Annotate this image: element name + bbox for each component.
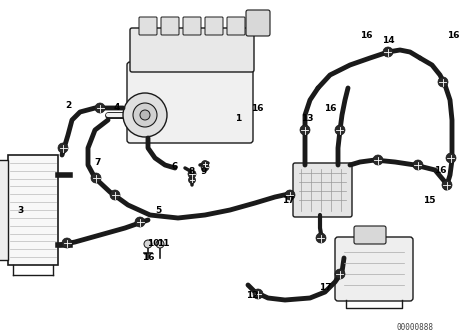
Circle shape <box>62 238 72 248</box>
Circle shape <box>285 190 295 200</box>
Text: 16: 16 <box>142 254 154 263</box>
FancyBboxPatch shape <box>335 237 413 301</box>
Text: 2: 2 <box>65 100 71 110</box>
Circle shape <box>123 93 167 137</box>
Text: 16: 16 <box>360 30 372 40</box>
FancyBboxPatch shape <box>161 17 179 35</box>
Text: 16: 16 <box>251 104 263 113</box>
Text: 15: 15 <box>423 196 435 204</box>
FancyBboxPatch shape <box>293 163 352 217</box>
Circle shape <box>133 103 157 127</box>
Circle shape <box>300 125 310 135</box>
Text: 5: 5 <box>155 205 161 214</box>
Text: 17: 17 <box>319 283 331 292</box>
FancyBboxPatch shape <box>183 17 201 35</box>
Text: 12: 12 <box>246 290 258 299</box>
Circle shape <box>383 47 393 57</box>
Circle shape <box>335 125 345 135</box>
Circle shape <box>156 240 164 248</box>
Text: 10: 10 <box>147 239 159 248</box>
FancyBboxPatch shape <box>354 226 386 244</box>
Text: 11: 11 <box>157 239 169 248</box>
Text: 1: 1 <box>235 114 241 123</box>
Circle shape <box>253 289 263 299</box>
Text: 16: 16 <box>447 30 459 40</box>
Circle shape <box>438 77 448 87</box>
FancyBboxPatch shape <box>246 10 270 36</box>
Circle shape <box>413 160 423 170</box>
Text: 17: 17 <box>282 196 294 204</box>
Circle shape <box>95 103 105 113</box>
Text: 3: 3 <box>17 205 23 214</box>
Circle shape <box>201 163 209 171</box>
Circle shape <box>373 155 383 165</box>
Circle shape <box>316 233 326 243</box>
FancyBboxPatch shape <box>127 62 253 143</box>
Text: 14: 14 <box>382 36 394 45</box>
Circle shape <box>144 240 152 248</box>
Circle shape <box>91 173 101 183</box>
FancyBboxPatch shape <box>205 17 223 35</box>
Circle shape <box>135 217 145 227</box>
Circle shape <box>201 160 209 168</box>
Circle shape <box>442 180 452 190</box>
Text: 7: 7 <box>95 157 101 166</box>
Text: 13: 13 <box>301 114 313 123</box>
Circle shape <box>446 153 456 163</box>
Circle shape <box>140 110 150 120</box>
Circle shape <box>110 190 120 200</box>
Text: 16: 16 <box>324 104 336 113</box>
Text: 9: 9 <box>201 166 207 176</box>
Text: 4: 4 <box>114 103 120 112</box>
Bar <box>0 160 8 260</box>
Text: 8: 8 <box>189 166 195 176</box>
Text: 6: 6 <box>172 161 178 171</box>
FancyBboxPatch shape <box>139 17 157 35</box>
Bar <box>8 155 58 265</box>
Circle shape <box>188 170 196 178</box>
FancyBboxPatch shape <box>227 17 245 35</box>
Text: 00000888: 00000888 <box>396 324 434 333</box>
Text: 16: 16 <box>434 165 446 175</box>
Circle shape <box>189 177 195 184</box>
Circle shape <box>335 269 345 279</box>
Circle shape <box>58 143 68 153</box>
FancyBboxPatch shape <box>130 28 254 72</box>
